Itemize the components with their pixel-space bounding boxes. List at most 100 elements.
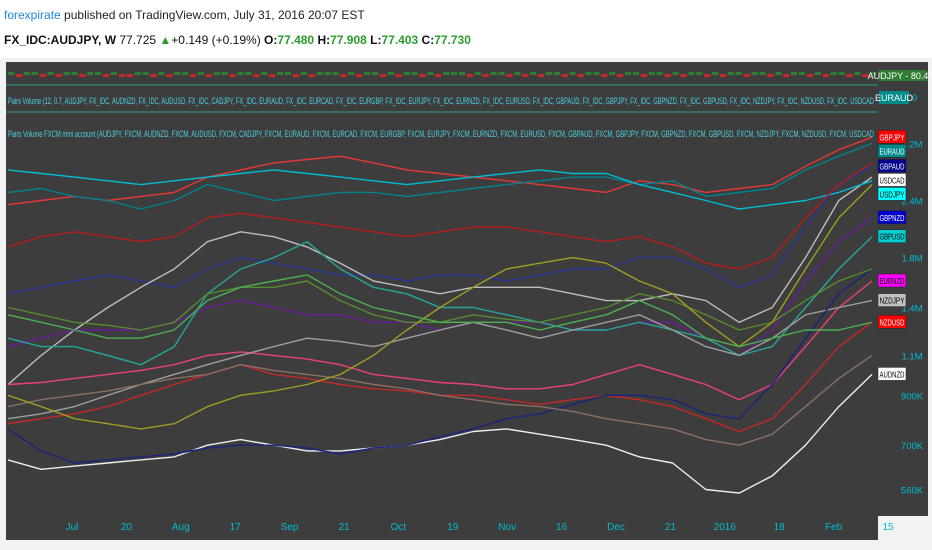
weekly-bar xyxy=(292,74,299,77)
weekly-bar xyxy=(458,72,466,75)
author-link[interactable]: forexpirate xyxy=(4,8,61,22)
y-tick-label: 2.4M xyxy=(901,197,922,208)
weekly-bar xyxy=(648,72,655,75)
weekly-bar xyxy=(846,74,853,77)
weekly-bar xyxy=(150,74,157,77)
price-tag xyxy=(879,70,927,81)
weekly-bar xyxy=(577,74,584,77)
weekly-bar xyxy=(110,72,118,75)
weekly-bar xyxy=(545,72,553,75)
weekly-bar xyxy=(450,72,458,75)
weekly-bar xyxy=(870,72,877,75)
series-badge xyxy=(877,229,907,243)
weekly-bar xyxy=(609,72,616,75)
y-tick-label: 1.1M xyxy=(901,351,922,362)
weekly-bar xyxy=(727,72,734,75)
series-line xyxy=(7,162,873,270)
weekly-bar xyxy=(87,72,94,75)
weekly-bar xyxy=(363,72,371,75)
low-label: L: xyxy=(370,33,382,47)
x-tick-label: 17 xyxy=(230,522,242,533)
indicator-top-title: Pairs Volume (12, 0.7, AUDJPY, FX_IDC, A… xyxy=(8,96,874,106)
x-tick-label: 21 xyxy=(338,522,350,533)
series-badge xyxy=(877,159,907,173)
plot-area xyxy=(6,62,878,516)
weekly-bar xyxy=(822,74,829,77)
weekly-bar xyxy=(269,74,276,77)
indicator-top-badge: EURAUD xyxy=(875,93,914,103)
open-value: 77.480 xyxy=(277,33,315,47)
weekly-bar xyxy=(704,74,711,77)
series-badge-label: GBPNZD xyxy=(880,213,905,223)
indicator-main-title: Pairs Volume FXCM mini account (AUDJPY, … xyxy=(8,129,874,140)
y-tick-label: 900K xyxy=(901,391,924,402)
series-badge-label: AUDNZD xyxy=(880,369,905,379)
high-label: H: xyxy=(317,33,331,47)
weekly-bar xyxy=(332,72,339,75)
weekly-bar xyxy=(751,72,758,75)
weekly-bar xyxy=(253,74,260,77)
weekly-bar xyxy=(427,72,434,75)
weekly-bar xyxy=(284,72,292,75)
weekly-bar xyxy=(530,72,537,75)
weekly-bar xyxy=(688,72,695,75)
weekly-bar xyxy=(798,72,806,75)
series-badge-label: GBPJPY xyxy=(880,132,905,142)
series-line xyxy=(7,136,873,206)
weekly-bar xyxy=(403,72,410,75)
weekly-bar xyxy=(379,74,386,77)
series-line xyxy=(7,142,873,210)
series-badge-label: EURAUD xyxy=(880,146,905,156)
series-badge-label: GBPUSD xyxy=(880,232,905,242)
weekly-bar xyxy=(435,74,442,77)
x-tick-label: Oct xyxy=(391,522,407,533)
x-tick-label: 16 xyxy=(556,522,568,533)
price-axis-label: AUDJPY - 80.478 xyxy=(868,71,932,81)
series-line xyxy=(7,373,873,494)
weekly-bar xyxy=(340,74,347,77)
weekly-bar xyxy=(632,72,640,75)
weekly-bar xyxy=(71,72,78,75)
weekly-bar xyxy=(743,74,750,77)
weekly-bar xyxy=(8,72,15,75)
indicator-top-value: 0 xyxy=(912,93,917,103)
weekly-bar xyxy=(229,74,236,77)
x-tick-label: 18 xyxy=(774,522,786,533)
x-tick-label: Aug xyxy=(172,522,190,533)
weekly-bar xyxy=(31,72,38,75)
weekly-bar xyxy=(561,74,568,77)
symbol-line: FX_IDC:AUDJPY, W 77.725 ▲+0.149 (+0.19%)… xyxy=(4,33,471,47)
weekly-bar xyxy=(47,72,54,75)
series-badge xyxy=(877,144,907,158)
weekly-bar xyxy=(443,72,450,75)
close-label: C: xyxy=(421,33,435,47)
time-scale xyxy=(6,516,878,540)
high-value: 77.908 xyxy=(330,33,367,47)
weekly-bar xyxy=(719,74,727,77)
weekly-bar xyxy=(316,72,323,75)
y-tick-label: 700K xyxy=(901,441,924,452)
weekly-bar xyxy=(640,74,647,77)
series-line xyxy=(7,268,873,464)
weekly-bar xyxy=(680,74,687,77)
weekly-bar xyxy=(387,72,394,75)
weekly-bar xyxy=(126,74,133,77)
weekly-bar xyxy=(245,72,252,75)
weekly-bar xyxy=(79,74,86,77)
series-badge xyxy=(877,273,907,288)
low-value: 77.403 xyxy=(381,33,419,47)
weekly-bar xyxy=(174,72,181,75)
weekly-bar xyxy=(490,72,497,75)
weekly-bar xyxy=(617,74,624,77)
weekly-bar xyxy=(806,74,814,77)
weekly-bar xyxy=(498,72,505,75)
x-tick-label: Dec xyxy=(607,522,625,533)
last-price: 77.725 xyxy=(119,33,157,47)
series-badge xyxy=(877,293,907,307)
weekly-bar xyxy=(182,72,189,75)
publish-info: published on TradingView.com, July 31, 2… xyxy=(64,8,365,22)
weekly-bar xyxy=(664,74,671,77)
series-line xyxy=(7,280,873,401)
weekly-bar xyxy=(197,72,205,75)
